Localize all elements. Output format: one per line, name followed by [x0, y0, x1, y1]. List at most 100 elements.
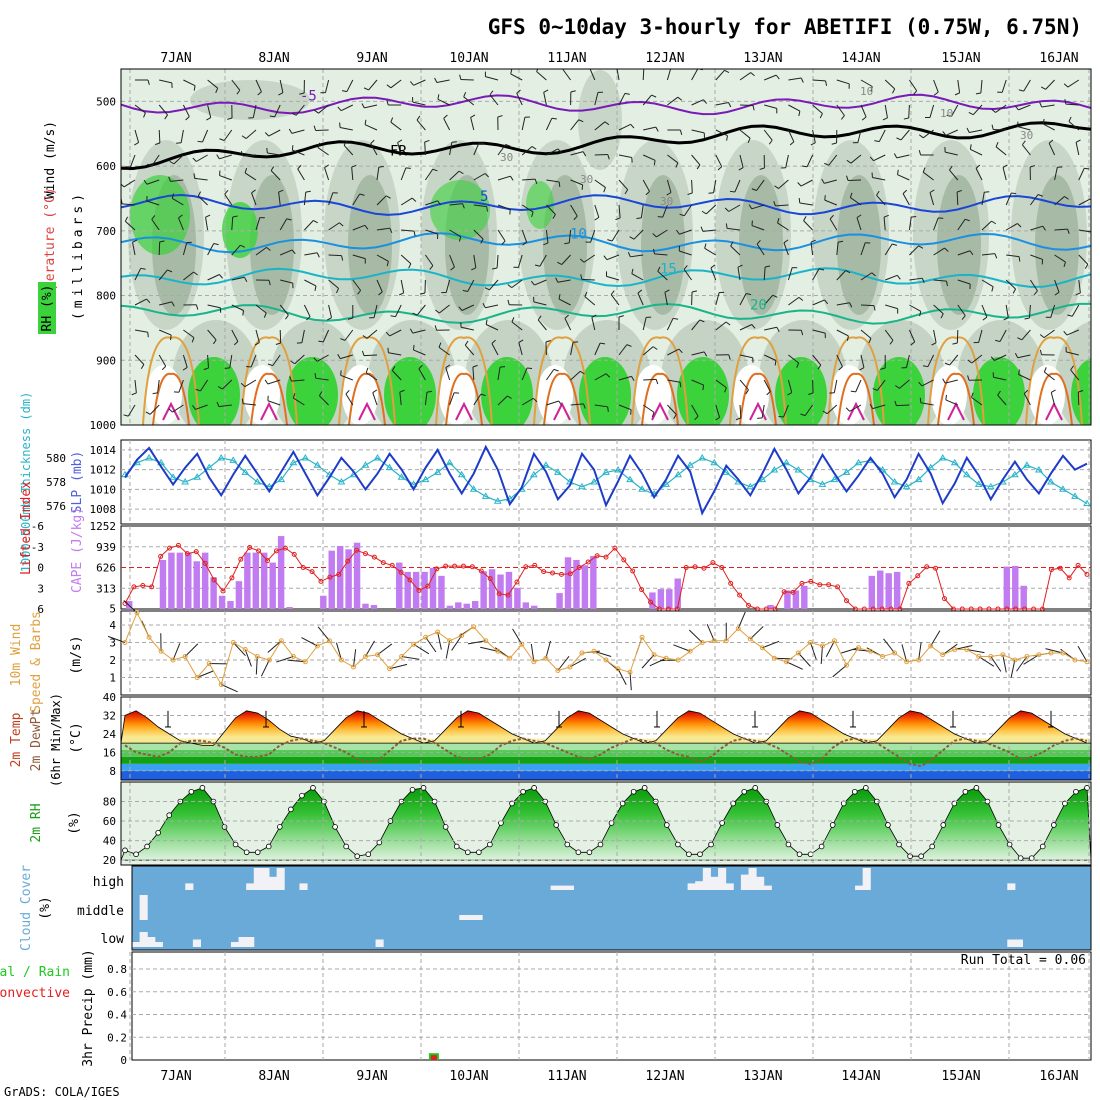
wind-barb — [581, 278, 595, 281]
wind-barb-flag — [666, 192, 672, 196]
wind-barb — [1023, 79, 1031, 92]
rh-contour-label: 30 — [580, 173, 593, 186]
slp-series — [121, 444, 1091, 516]
wind-barb-flag — [629, 236, 635, 240]
wind-barb-flag — [893, 153, 898, 159]
wind-barb-flag — [171, 193, 175, 199]
wind-barb — [812, 104, 823, 114]
wind-barb — [902, 193, 910, 206]
wind-barb-flag — [810, 142, 816, 146]
temp2m-axis-label: 2m Temp — [9, 712, 24, 767]
wind-barb — [570, 179, 583, 186]
slp-line — [124, 444, 1088, 516]
rh2m-point — [531, 785, 537, 791]
wind-barb — [496, 254, 499, 269]
thickness-point — [373, 454, 382, 461]
wind-barb — [365, 372, 378, 381]
rh-blob-green — [222, 202, 258, 258]
lifted-index-point — [434, 566, 440, 572]
wind-barb-flag — [432, 168, 438, 172]
wind-barb — [1067, 79, 1080, 88]
wind10m-point — [904, 659, 910, 665]
cape-bar — [581, 565, 589, 609]
cloud-axis-label: Cloud Cover — [19, 865, 34, 951]
lifted-index-point — [309, 569, 315, 575]
wind-barb-flag — [134, 142, 139, 146]
wind10m-barb — [365, 640, 375, 657]
wind10m-point — [639, 634, 645, 640]
wind-barb — [594, 373, 607, 381]
rh2m-point — [719, 820, 725, 826]
wind-barb — [824, 199, 837, 206]
wind-barb-flag — [278, 92, 284, 96]
wind-barb — [618, 404, 632, 411]
wind-barb-flag — [123, 414, 129, 417]
wind-barb — [683, 204, 693, 217]
wind-barb — [884, 104, 888, 118]
wind10m-point — [1036, 652, 1042, 658]
cloud-cell-high — [748, 868, 757, 890]
wind-barb-flag — [868, 338, 872, 344]
wind-barb — [642, 317, 647, 331]
wind-barb — [274, 104, 281, 117]
lifted-index-point — [612, 545, 618, 551]
lifted-index-point — [603, 554, 609, 560]
rh2m-point — [155, 829, 161, 836]
thickness-point — [337, 478, 346, 485]
wind10m-point — [519, 641, 525, 647]
rh2m-point — [973, 785, 980, 791]
wind-barb-flag — [995, 339, 1001, 342]
wind10m-point — [471, 624, 477, 630]
wind-barb — [397, 142, 402, 156]
wind-barb-flag — [1064, 196, 1069, 200]
wind-barb-flag — [1092, 232, 1093, 237]
wind-barb — [896, 154, 910, 159]
wind-barb — [933, 329, 937, 343]
rh2m-point — [310, 785, 316, 791]
wind-barb — [739, 293, 747, 306]
wind-barb — [425, 200, 438, 206]
lifted-index-point — [238, 556, 244, 562]
wind-barb — [666, 69, 672, 81]
wind-barb-flag — [1014, 353, 1019, 358]
isotherm-line — [121, 193, 1091, 216]
y-tick-label: 0.6 — [107, 986, 127, 999]
wind-barb — [570, 370, 581, 381]
wind-barb-flag — [819, 113, 823, 119]
wind-barb — [691, 179, 693, 194]
wind10m-barb — [1002, 654, 1007, 673]
wind-barb — [267, 400, 281, 406]
rh-blob-green — [873, 357, 925, 425]
wind-barb — [679, 250, 692, 256]
wind-barb — [594, 179, 606, 188]
wind-barb — [908, 104, 910, 119]
wind-barb — [739, 72, 751, 81]
cape-bar — [564, 557, 572, 609]
wind-barb-flag — [169, 160, 175, 165]
wind-barb-flag — [849, 302, 853, 308]
lifted-index-point — [1075, 562, 1081, 568]
rh2m-point — [630, 788, 637, 795]
wind10m-barb — [990, 656, 1002, 672]
wind10m-point — [495, 648, 501, 654]
wind10m-point — [134, 610, 140, 616]
date-label-bottom: 16JAN — [1039, 1069, 1078, 1084]
wind-barb — [345, 393, 354, 406]
wind-barb-flag — [497, 115, 503, 118]
wind-barb — [316, 354, 329, 362]
y-tick-label: 60 — [103, 815, 116, 828]
cloud-cell-high — [687, 883, 696, 890]
wind-barb — [1030, 225, 1043, 231]
thickness-point — [169, 473, 177, 480]
wind-barb-flag — [193, 173, 196, 179]
wind-barb-flag — [991, 220, 997, 225]
wind-barb-flag — [876, 190, 880, 196]
wind-barb — [691, 154, 701, 166]
wind10m-barb — [445, 640, 451, 659]
wind-barb — [849, 404, 862, 412]
wind-barb — [1044, 371, 1055, 381]
wind10m-point — [651, 652, 657, 658]
wind-barb — [777, 222, 789, 231]
